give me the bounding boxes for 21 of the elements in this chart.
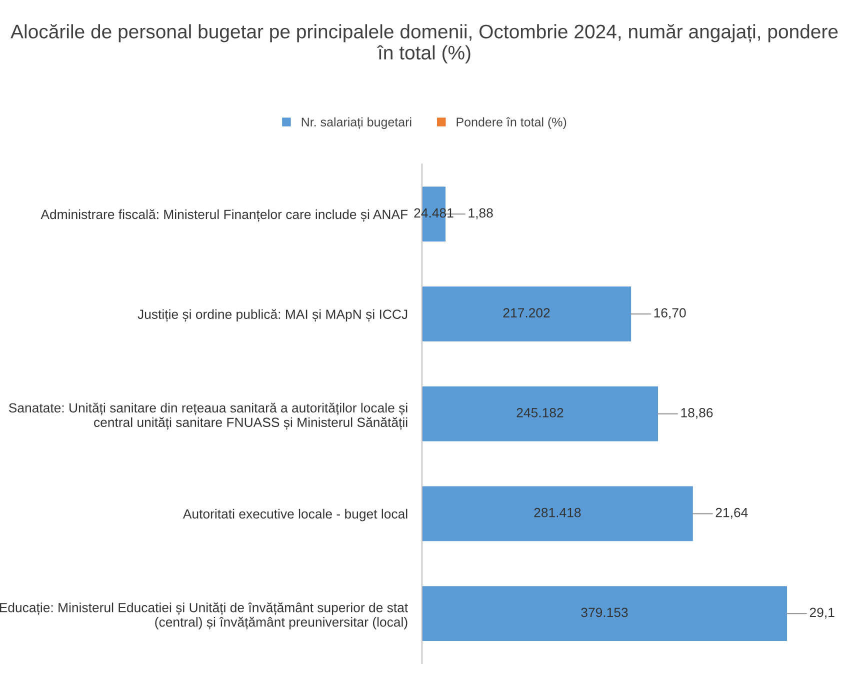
data-label: 16,70 (654, 308, 686, 320)
data-label: 217.202 (503, 308, 550, 318)
data-label: 1,88 (468, 208, 493, 220)
bar (422, 386, 658, 442)
data-label: 18,86 (681, 408, 713, 419)
y-tick-label: Educație: Ministerul Educatiei și Unități de învățământ superior de stat (central) și învățământ preuniversitar (local) (0, 602, 408, 630)
data-label: 21,64 (716, 508, 748, 519)
data-label: 29,1 (810, 608, 834, 619)
y-tick-label: Administrare fiscală: Ministerul Finanțelor care include și ANAF (40, 209, 408, 222)
bar (422, 286, 632, 342)
data-label: 281.418 (534, 508, 581, 518)
data-label: 245.182 (516, 408, 564, 418)
bar (422, 486, 693, 542)
y-tick-label: Justiție și ordine publică: MAI și MApN și ICCJ (138, 309, 408, 322)
y-tick-label: Autoritati executive locale - buget local (182, 508, 408, 522)
y-tick-label: Sanatate: Unități sanitare din rețeaua sanitară a autorităților locale și central unități sanitare FNUASS și Ministerul Sănătății (8, 402, 408, 430)
chart-title: Alocările de personal bugetar pe principalele domenii, Octombrie 2024, număr angajați, pondere în total (%) (10, 24, 838, 64)
data-label: 379.153 (581, 608, 628, 618)
legend-label: Nr. salariați bugetari (302, 117, 412, 130)
legend-label: Pondere în total (%) (456, 117, 566, 129)
bar (422, 586, 787, 642)
